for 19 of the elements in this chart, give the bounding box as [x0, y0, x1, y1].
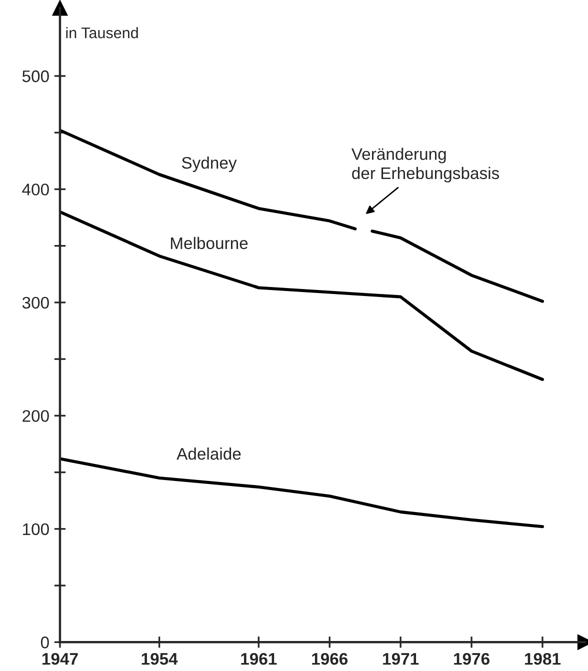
y-tick-label: 0 [40, 636, 49, 648]
series-label: Adelaide [176, 448, 241, 460]
x-tick-label: 1981 [525, 653, 561, 665]
annotation: Veränderung der Erhebungsbasis [351, 148, 500, 182]
y-tick-label: 200 [22, 410, 49, 422]
line-series [60, 210, 544, 381]
y-axis-title: in Tausend [66, 27, 138, 38]
x-tick-label: 1947 [42, 653, 78, 665]
x-tick-label: 1961 [241, 653, 277, 665]
y-tick-label: 400 [22, 184, 49, 196]
x-tick-label: 1966 [312, 653, 348, 665]
y-tick-label: 300 [22, 296, 49, 309]
x-tick-label: 1954 [142, 653, 178, 665]
x-tick-label: 1971 [383, 653, 419, 665]
y-tick-label: 100 [23, 523, 49, 536]
series-label: Sydney [182, 156, 237, 172]
series-label: Melbourne [170, 236, 248, 250]
y-tick-label: 500 [22, 70, 49, 82]
x-tick-label: 1976 [454, 653, 490, 665]
